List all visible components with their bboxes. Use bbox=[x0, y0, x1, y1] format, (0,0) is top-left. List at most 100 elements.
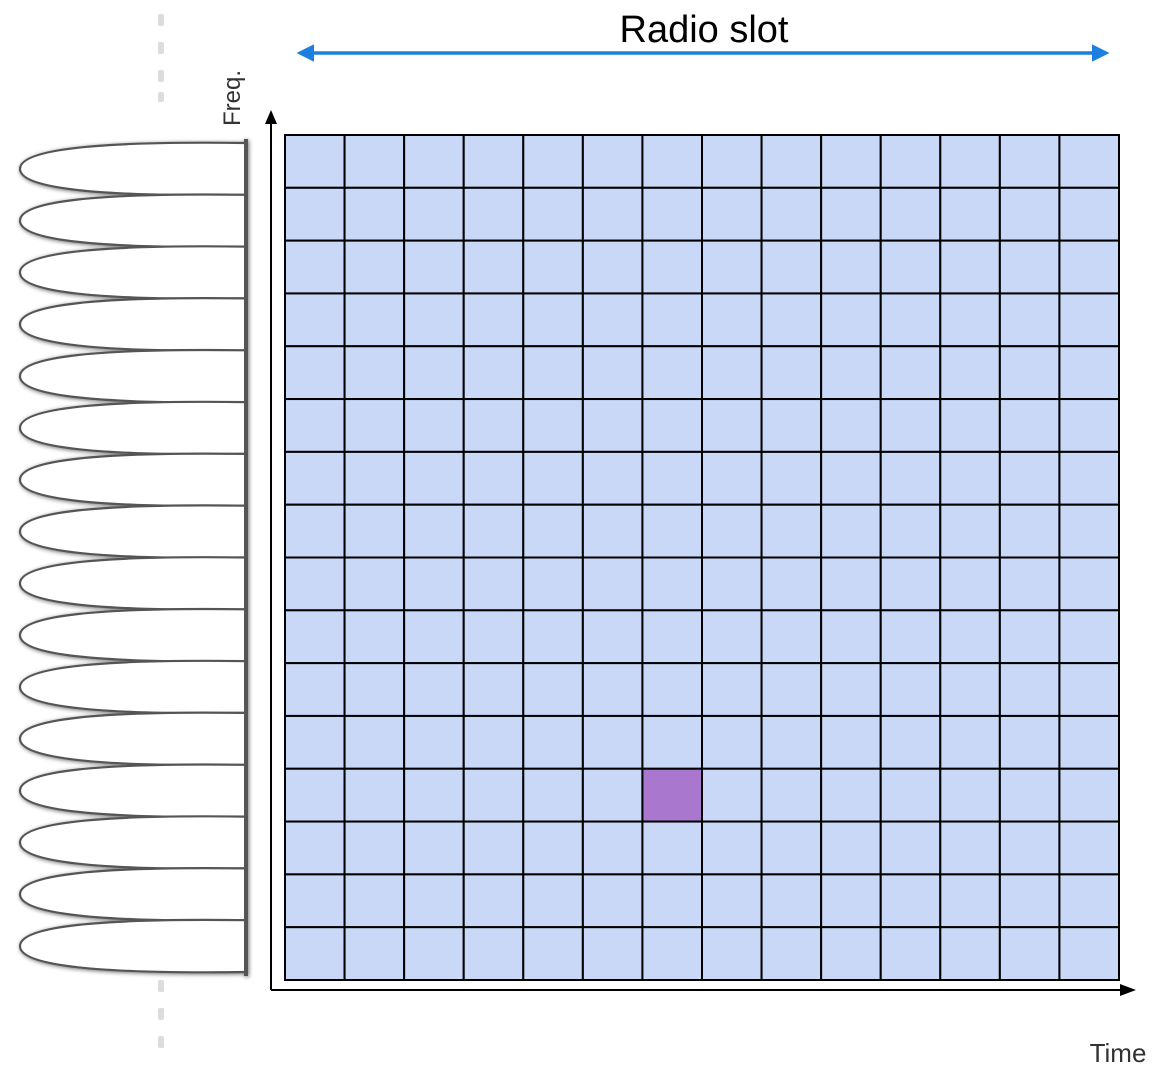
resource-element bbox=[641, 662, 703, 717]
resource-element bbox=[403, 873, 465, 929]
resource-element bbox=[998, 926, 1061, 982]
resource-element bbox=[1058, 609, 1121, 665]
resource-element bbox=[820, 186, 882, 242]
resource-element bbox=[462, 398, 525, 453]
resource-element bbox=[343, 556, 406, 612]
resource-element bbox=[879, 556, 942, 612]
resource-element bbox=[284, 820, 346, 876]
resource-element bbox=[641, 239, 703, 295]
resource-element bbox=[939, 239, 1001, 295]
subcarrier-lobe bbox=[18, 297, 247, 352]
resource-element bbox=[641, 556, 703, 612]
resource-element bbox=[820, 503, 882, 559]
resource-element bbox=[581, 609, 644, 665]
resource-element bbox=[701, 134, 763, 189]
resource-element bbox=[343, 820, 406, 876]
resource-element bbox=[939, 820, 1001, 876]
resource-element bbox=[581, 873, 644, 929]
resource-element bbox=[522, 450, 584, 506]
resource-element bbox=[701, 873, 763, 929]
resource-element bbox=[820, 239, 882, 295]
resource-element bbox=[462, 714, 525, 770]
resource-element bbox=[879, 134, 942, 189]
resource-element bbox=[1058, 292, 1121, 348]
resource-element bbox=[522, 609, 584, 665]
resource-element bbox=[522, 292, 584, 348]
resource-element bbox=[879, 186, 942, 242]
resource-element bbox=[284, 767, 346, 823]
resource-element bbox=[522, 767, 584, 823]
resource-element bbox=[939, 134, 1001, 189]
resource-element bbox=[998, 767, 1061, 823]
resource-element bbox=[760, 345, 823, 401]
resource-element bbox=[1058, 345, 1121, 401]
resource-element bbox=[581, 398, 644, 453]
resource-element bbox=[1058, 767, 1121, 823]
resource-element bbox=[403, 345, 465, 401]
resource-element bbox=[462, 926, 525, 982]
resource-element bbox=[522, 503, 584, 559]
resource-element bbox=[343, 714, 406, 770]
resource-element bbox=[998, 450, 1061, 506]
resource-element bbox=[760, 292, 823, 348]
resource-element bbox=[462, 345, 525, 401]
resource-element bbox=[462, 186, 525, 242]
resource-element bbox=[820, 609, 882, 665]
resource-element bbox=[939, 345, 1001, 401]
resource-element bbox=[998, 186, 1061, 242]
resource-element bbox=[581, 450, 644, 506]
resource-element bbox=[522, 345, 584, 401]
resource-element bbox=[701, 556, 763, 612]
subcarrier-lobe bbox=[18, 763, 247, 818]
resource-element bbox=[462, 134, 525, 189]
resource-element bbox=[998, 873, 1061, 929]
resource-element bbox=[1058, 239, 1121, 295]
resource-element bbox=[284, 873, 346, 929]
resource-element bbox=[701, 926, 763, 982]
resource-element bbox=[403, 609, 465, 665]
resource-element bbox=[939, 503, 1001, 559]
resource-element bbox=[522, 714, 584, 770]
resource-element bbox=[760, 134, 823, 189]
resource-element bbox=[701, 503, 763, 559]
resource-element bbox=[581, 239, 644, 295]
subcarrier-lobe bbox=[18, 815, 247, 870]
resource-element bbox=[343, 926, 406, 982]
resource-element bbox=[879, 662, 942, 717]
resource-element bbox=[522, 186, 584, 242]
time-axis bbox=[271, 984, 1136, 996]
resource-element bbox=[820, 556, 882, 612]
resource-element bbox=[701, 820, 763, 876]
resource-element bbox=[701, 186, 763, 242]
resource-element bbox=[760, 186, 823, 242]
resource-element bbox=[998, 292, 1061, 348]
resource-element bbox=[641, 186, 703, 242]
resource-element bbox=[581, 926, 644, 982]
resource-element bbox=[284, 345, 346, 401]
resource-element bbox=[641, 609, 703, 665]
resource-element bbox=[641, 820, 703, 876]
resource-element bbox=[879, 609, 942, 665]
resource-element bbox=[343, 503, 406, 559]
subcarrier-lobe bbox=[18, 400, 247, 456]
resource-element bbox=[284, 239, 346, 295]
resource-element bbox=[939, 873, 1001, 929]
resource-element bbox=[760, 450, 823, 506]
resource-element bbox=[998, 239, 1061, 295]
resource-element bbox=[701, 239, 763, 295]
resource-element bbox=[998, 714, 1061, 770]
resource-element bbox=[581, 714, 644, 770]
resource-element bbox=[462, 820, 525, 876]
resource-element bbox=[939, 450, 1001, 506]
time-axis-label: Time bbox=[1090, 1038, 1147, 1068]
resource-element bbox=[522, 873, 584, 929]
resource-element bbox=[1058, 820, 1121, 876]
resource-element bbox=[403, 239, 465, 295]
resource-element bbox=[820, 767, 882, 823]
resource-element bbox=[1058, 556, 1121, 612]
subcarrier-lobe bbox=[18, 141, 247, 197]
resource-element bbox=[939, 186, 1001, 242]
highlighted-resource-element bbox=[641, 767, 703, 823]
resource-element bbox=[343, 134, 406, 189]
